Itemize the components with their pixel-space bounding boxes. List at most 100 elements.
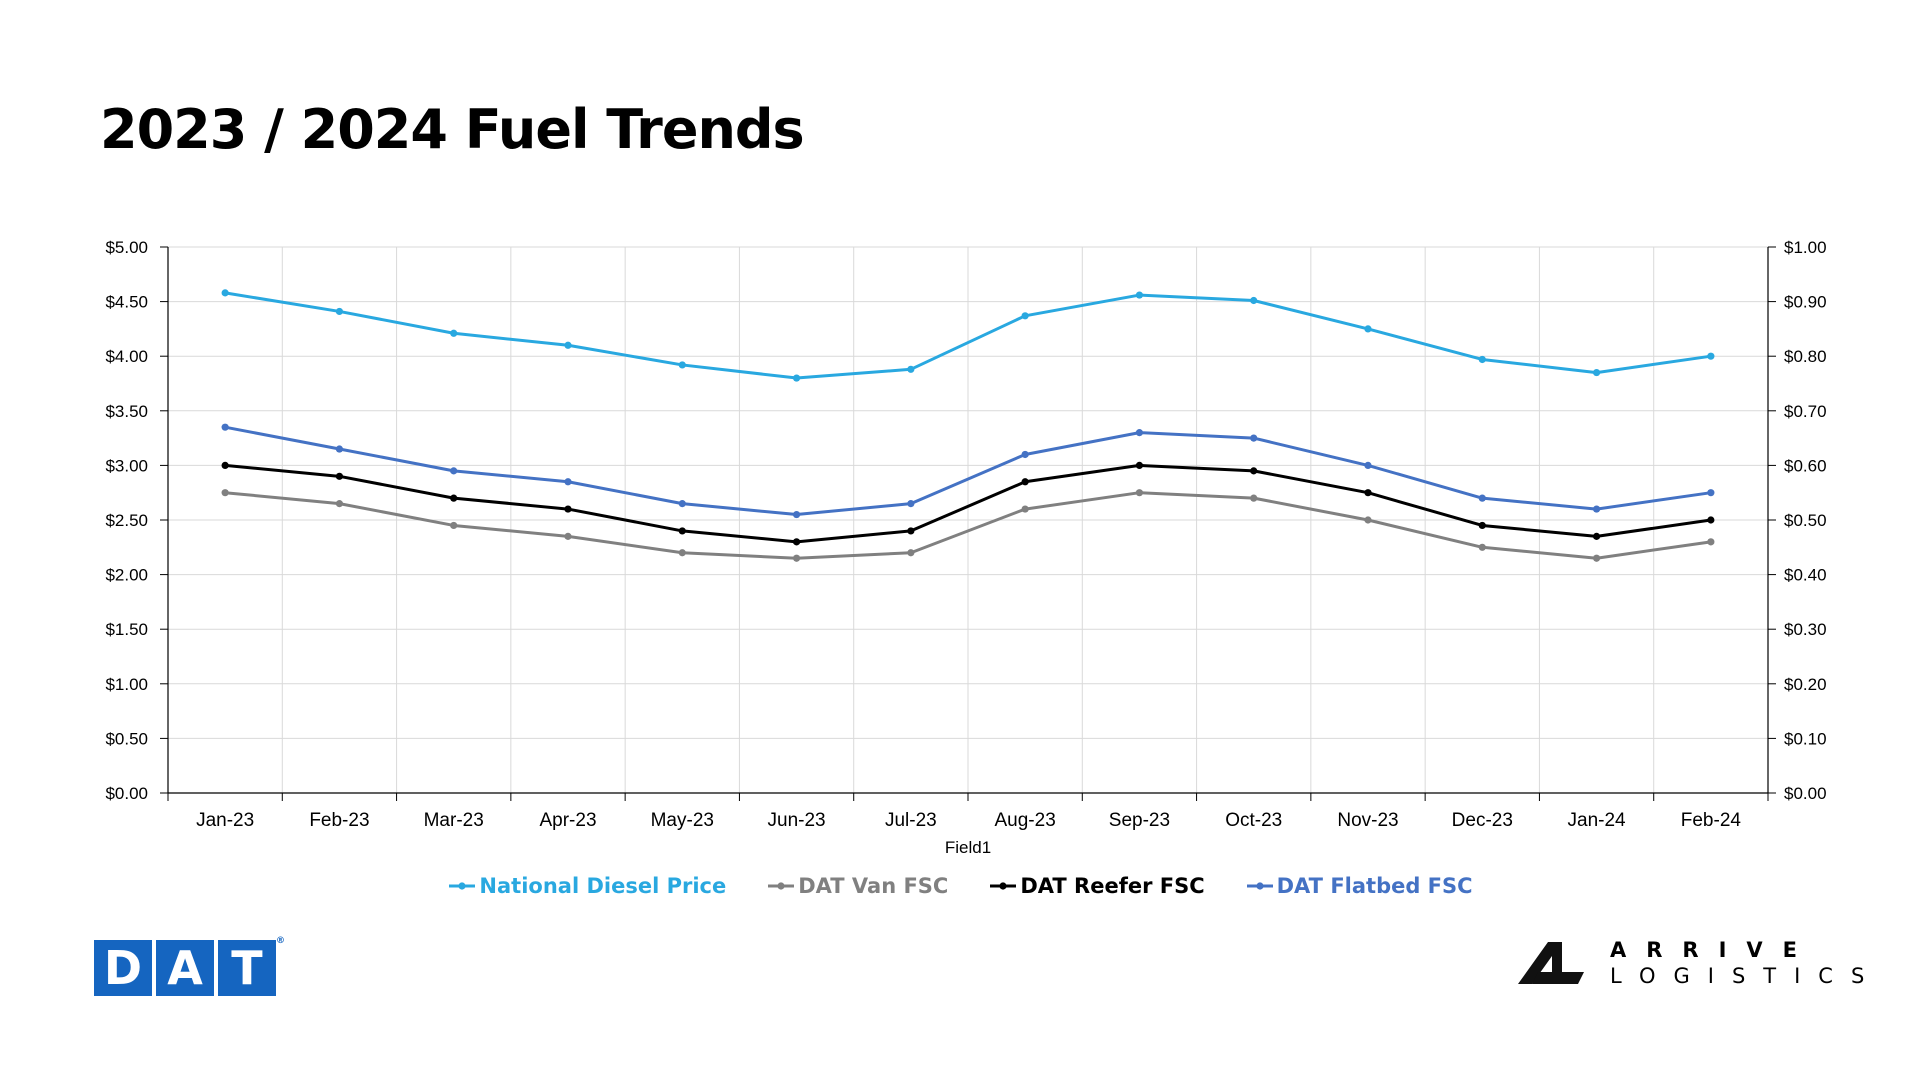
- series-line: [225, 491, 1712, 560]
- series: [221, 289, 1715, 562]
- legend-swatch: [990, 882, 1017, 890]
- left-axis-tick-label: $0.50: [105, 729, 148, 748]
- data-point: [450, 521, 458, 530]
- data-point: [1364, 461, 1372, 469]
- grid: [168, 246, 1768, 793]
- data-point: [1364, 489, 1372, 497]
- series-3: [221, 423, 1715, 519]
- series-line: [224, 425, 1712, 517]
- data-point: [335, 500, 344, 508]
- data-point: [221, 489, 229, 497]
- x-axis-category-label: May-23: [651, 810, 714, 831]
- dat-logo-letter-a: A: [156, 940, 214, 996]
- data-point: [564, 532, 572, 540]
- data-point: [221, 289, 229, 297]
- legend-swatch: [449, 882, 476, 890]
- data-point: [1592, 554, 1601, 562]
- data-point: [678, 361, 686, 369]
- data-point: [335, 472, 344, 480]
- labels: $0.00 $0.50 $1.00 $1.50 $2.00 $2.50 $3.00 $3.50…: [105, 238, 1826, 857]
- data-point: [450, 467, 458, 475]
- right-axis-tick-label: $0.90: [1784, 293, 1827, 312]
- x-axis-category-label: Jun-23: [768, 810, 826, 831]
- data-point: [564, 478, 572, 486]
- arrive-logo-line2: LOGISTICS: [1610, 964, 1883, 988]
- arrive-logo-line1: ARRIVE: [1610, 938, 1818, 962]
- legend: National Diesel Price DAT Van FSC DAT Reef…: [0, 874, 1920, 898]
- data-point: [1707, 352, 1715, 360]
- data-point: [792, 538, 801, 546]
- data-point: [221, 423, 229, 431]
- data-point: [1478, 494, 1486, 502]
- right-axis-tick-label: $0.70: [1784, 402, 1827, 421]
- dat-logo: D A T ®: [94, 936, 285, 996]
- x-axis-category-label: Apr-23: [539, 810, 596, 831]
- data-point: [1707, 489, 1715, 497]
- data-point: [450, 329, 458, 337]
- dat-logo-letter-t: T ®: [218, 936, 285, 996]
- data-point: [1707, 538, 1715, 546]
- arrive-logistics-logo: ARRIVE LOGISTICS: [1518, 938, 1882, 988]
- data-point: [564, 341, 572, 349]
- left-axis-tick-label: $1.50: [105, 620, 148, 639]
- left-axis-tick-label: $3.50: [105, 402, 148, 421]
- data-point: [564, 505, 572, 513]
- data-point: [1135, 291, 1144, 299]
- x-axis-category-label: Jan-23: [196, 810, 254, 831]
- data-point: [907, 549, 915, 557]
- right-axis-tick-label: $1.00: [1784, 238, 1827, 257]
- arrive-a-mark-icon: [1518, 942, 1584, 984]
- data-point: [907, 527, 915, 535]
- data-point: [1250, 494, 1258, 502]
- data-point: [1135, 461, 1144, 469]
- right-axis-tick-label: $0.20: [1784, 675, 1827, 694]
- data-point: [1135, 489, 1144, 497]
- series-0: [221, 289, 1715, 382]
- legend-item: National Diesel Price: [447, 874, 726, 898]
- data-point: [1250, 434, 1258, 442]
- data-point: [221, 461, 229, 469]
- data-point: [907, 365, 915, 373]
- data-point: [678, 500, 686, 508]
- data-point: [1478, 543, 1486, 551]
- data-point: [1592, 505, 1601, 513]
- x-axis-category-label: Feb-24: [1681, 810, 1742, 831]
- data-point: [1707, 516, 1715, 524]
- data-point: [1135, 429, 1144, 437]
- data-point: [1592, 368, 1601, 377]
- data-point: [678, 549, 686, 557]
- data-point: [450, 494, 458, 502]
- legend-swatch: [768, 882, 795, 890]
- x-axis-category-label: Oct-23: [1225, 810, 1282, 831]
- data-point: [1250, 296, 1258, 305]
- data-point: [907, 500, 915, 508]
- x-axis-category-label: Mar-23: [424, 810, 484, 831]
- fuel-trends-chart: $0.00 $0.50 $1.00 $1.50 $2.00 $2.50 $3.00 $3.50…: [105, 238, 1826, 857]
- x-axis-title: Field1: [945, 838, 991, 857]
- data-point: [792, 374, 801, 382]
- x-axis-category-label: Sep-23: [1109, 810, 1170, 831]
- data-point: [1592, 532, 1601, 540]
- data-point: [1021, 505, 1029, 513]
- left-axis-tick-label: $4.50: [105, 293, 148, 312]
- left-axis-tick-label: $2.50: [105, 511, 148, 530]
- data-point: [335, 307, 344, 316]
- axes: [160, 246, 1776, 801]
- series-line: [225, 463, 1712, 544]
- data-point: [792, 510, 801, 519]
- page-title: 2023 / 2024 Fuel Trends: [100, 98, 805, 161]
- x-axis-category-label: Feb-23: [309, 810, 369, 831]
- legend-item: DAT Reefer FSC: [988, 874, 1205, 898]
- legend-item: DAT Flatbed FSC: [1245, 874, 1473, 898]
- right-axis-tick-label: $0.60: [1784, 456, 1827, 475]
- dat-logo-letter: T: [231, 941, 263, 995]
- left-axis-tick-label: $0.00: [105, 784, 148, 803]
- right-axis-tick-label: $0.30: [1784, 620, 1827, 639]
- registered-mark: ®: [276, 936, 285, 946]
- legend-label: DAT Flatbed FSC: [1276, 874, 1473, 898]
- data-point: [1364, 325, 1372, 333]
- dat-logo-letter-d: D: [94, 940, 152, 996]
- series-2: [221, 461, 1715, 546]
- left-axis-tick-label: $2.00: [105, 566, 148, 585]
- left-axis-tick-label: $1.00: [105, 675, 148, 694]
